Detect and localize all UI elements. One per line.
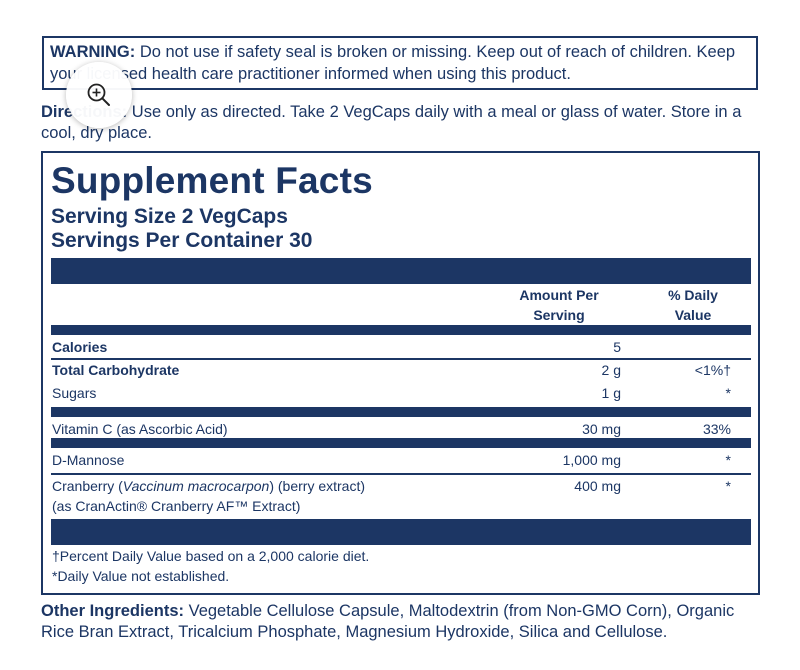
- nutrient-name: Calories: [52, 339, 108, 355]
- amount-header-line2: Serving: [533, 307, 585, 323]
- nutrient-dv: *: [725, 385, 731, 401]
- table-row: Total Carbohydrate 2 g <1%†: [51, 359, 751, 381]
- nutrient-amount: 400 mg: [574, 478, 621, 494]
- zoom-button[interactable]: [66, 62, 132, 128]
- nutrient-name: Vitamin C (as Ascorbic Acid): [52, 421, 228, 437]
- nutrient-dv: <1%†: [694, 362, 731, 378]
- warning-box: WARNING: Do not use if safety seal is br…: [42, 36, 758, 90]
- table-row-continued: (as CranActin® Cranberry AF™ Extract): [51, 495, 751, 517]
- warning-label: WARNING:: [50, 43, 136, 61]
- facts-title: Supplement Facts: [51, 160, 373, 201]
- other-ingredients-text: Vegetable Cellulose Capsule, Maltodextri…: [41, 602, 735, 641]
- nutrient-name: Cranberry (Vaccinum macrocarpon) (berry …: [52, 475, 365, 497]
- servings-per-container: Servings Per Container 30: [51, 229, 313, 252]
- footnote-dv-not-established: *Daily Value not established.: [52, 568, 230, 584]
- nutrient-dv: *: [725, 478, 731, 494]
- dv-header-line1: % Daily: [668, 287, 718, 303]
- section-bar: [51, 438, 751, 448]
- nutrient-name: Sugars: [52, 385, 97, 401]
- zoom-in-icon: [87, 83, 110, 106]
- daily-value-header: % Daily Value: [643, 285, 743, 325]
- amount-per-serving-header: Amount Per Serving: [499, 285, 619, 325]
- other-ingredients: Other Ingredients: Vegetable Cellulose C…: [41, 601, 766, 643]
- nutrient-name: D-Mannose: [52, 452, 125, 468]
- footnote-percent-dv: †Percent Daily Value based on a 2,000 ca…: [52, 548, 370, 564]
- cranberry-suffix: ) (berry extract): [269, 478, 366, 494]
- directions: Directions: Use only as directed. Take 2…: [41, 102, 761, 144]
- warning-text: Do not use if safety seal is broken or m…: [50, 43, 736, 83]
- other-ingredients-label: Other Ingredients:: [41, 602, 185, 620]
- nutrient-dv: *: [725, 452, 731, 468]
- table-row: Sugars 1 g *: [51, 382, 751, 404]
- nutrient-amount: 2 g: [601, 362, 621, 378]
- cranberry-prefix: Cranberry (: [52, 478, 123, 494]
- supplement-facts-panel: Supplement Facts Serving Size 2 VegCaps …: [41, 151, 760, 595]
- dv-header-line2: Value: [674, 307, 712, 323]
- row-divider: [51, 358, 751, 360]
- table-row: Cranberry (Vaccinum macrocarpon) (berry …: [51, 475, 751, 497]
- table-row: D-Mannose 1,000 mg *: [51, 449, 751, 471]
- nutrient-amount: 5: [613, 339, 621, 355]
- nutrient-amount: 1 g: [601, 385, 621, 401]
- section-bar: [51, 325, 751, 335]
- serving-size: Serving Size 2 VegCaps: [51, 205, 288, 228]
- header-bar: [51, 258, 751, 284]
- nutrient-dv: 33%: [702, 421, 731, 437]
- nutrient-name: Total Carbohydrate: [52, 362, 180, 378]
- cranberry-latin-name: Vaccinum macrocarpon: [122, 478, 270, 494]
- section-bar: [51, 407, 751, 417]
- nutrient-amount: 1,000 mg: [562, 452, 621, 468]
- directions-text: Use only as directed. Take 2 VegCaps dai…: [41, 103, 742, 142]
- amount-header-line1: Amount Per: [519, 287, 599, 303]
- row-divider: [51, 473, 751, 475]
- footer-bar: [51, 519, 751, 545]
- table-row: Calories 5: [51, 336, 751, 358]
- table-row: Vitamin C (as Ascorbic Acid) 30 mg 33%: [51, 418, 751, 440]
- nutrient-name-line2: (as CranActin® Cranberry AF™ Extract): [52, 498, 301, 514]
- nutrient-amount: 30 mg: [582, 421, 621, 437]
